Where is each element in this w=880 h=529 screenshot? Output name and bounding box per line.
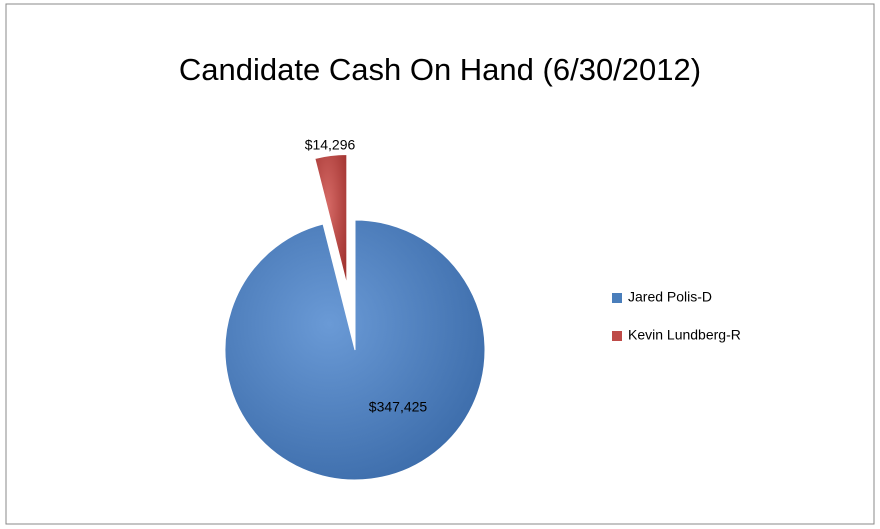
legend-label: Jared Polis-D xyxy=(628,289,712,305)
data-label: $14,296 xyxy=(305,137,356,153)
legend-swatch xyxy=(612,331,622,341)
legend-label: Kevin Lundberg-R xyxy=(628,327,741,343)
pie-slice xyxy=(314,154,348,285)
pie-slice xyxy=(224,219,486,481)
data-label: $347,425 xyxy=(369,399,428,415)
legend-swatch xyxy=(612,293,622,303)
chart-title: Candidate Cash On Hand (6/30/2012) xyxy=(179,52,701,87)
